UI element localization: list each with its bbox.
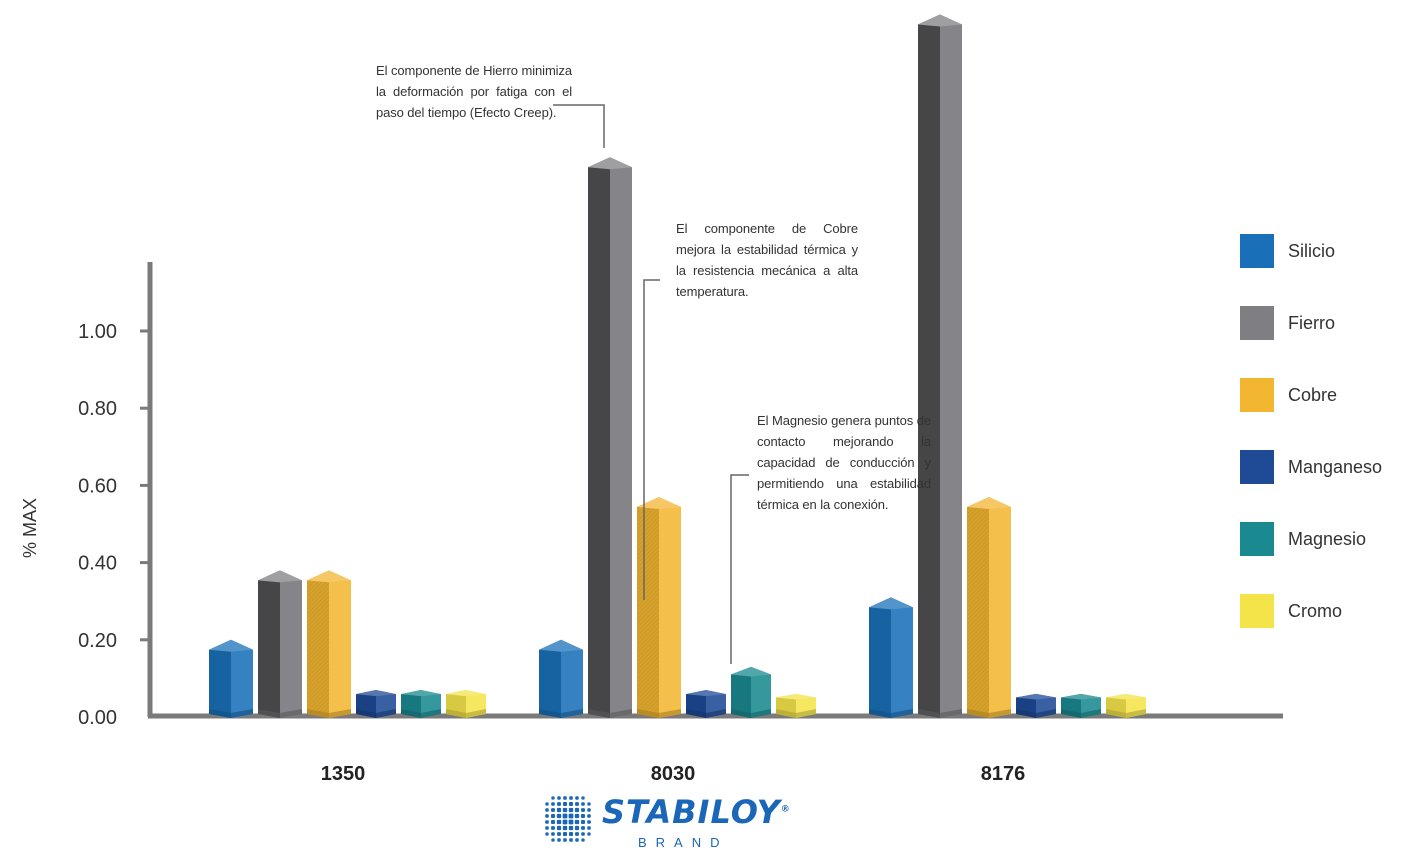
bar-manganeso-8030: [686, 689, 726, 718]
bar-cobre-8030: [637, 496, 681, 718]
y-tick-label: 0.00: [78, 707, 117, 729]
y-tick-label: 0.80: [78, 398, 117, 420]
bar-fierro-8030: [588, 157, 632, 719]
legend-label: Fierro: [1288, 313, 1335, 333]
legend-item-cromo: Cromo: [1240, 594, 1342, 628]
bar-manganeso-1350: [356, 689, 396, 718]
x-category-label: 8176: [981, 763, 1026, 785]
leader-cobre: [643, 279, 660, 600]
bar-manganeso-8176: [1016, 693, 1056, 718]
legend-label: Manganeso: [1288, 457, 1382, 477]
logo-sphere-icon: [545, 796, 591, 842]
legend-item-fierro: Fierro: [1240, 306, 1335, 340]
legend-label: Cobre: [1288, 385, 1337, 405]
legend-swatch: [1240, 522, 1274, 556]
bar-cobre-8176: [967, 496, 1011, 718]
legend-label: Magnesio: [1288, 529, 1366, 549]
legend-label: Cromo: [1288, 601, 1342, 621]
y-tick-label: 0.20: [78, 630, 117, 652]
legend-item-cobre: Cobre: [1240, 378, 1337, 412]
bar-silicio-8030: [539, 639, 583, 718]
bar-magnesio-8030: [731, 666, 771, 718]
bar-fierro-8176: [918, 14, 962, 719]
y-tick-label: 0.60: [78, 475, 117, 497]
legend-swatch: [1240, 594, 1274, 628]
bar-cromo-8176: [1106, 693, 1146, 718]
leader-magnesio: [730, 474, 749, 664]
legend-label: Silicio: [1288, 241, 1335, 261]
bar-fierro-1350: [258, 570, 302, 718]
bar-silicio-1350: [209, 639, 253, 718]
annotation-hierro: El componente de Hierro minimiza la defo…: [376, 63, 572, 120]
annotation-magnesio: El Magnesio genera puntos de contacto me…: [757, 413, 931, 512]
bar-cromo-8030: [776, 693, 816, 718]
bar-silicio-8176: [869, 597, 913, 718]
leader-hierro: [553, 104, 605, 148]
bar-cobre-1350: [307, 570, 351, 718]
x-category-label: 1350: [321, 763, 366, 785]
legend-item-magnesio: Magnesio: [1240, 522, 1366, 556]
stabiloy-logo: STABILOY® BRAND: [538, 783, 838, 859]
y-tick-label: 0.40: [78, 553, 117, 575]
legend-swatch: [1240, 234, 1274, 268]
legend-swatch: [1240, 306, 1274, 340]
bar-magnesio-8176: [1061, 693, 1101, 718]
legend-item-manganeso: Manganeso: [1240, 450, 1382, 484]
logo-name: STABILOY®: [602, 793, 791, 831]
annotation-cobre: El componente de Cobre mejora la estabil…: [676, 221, 858, 299]
x-category-label: 8030: [651, 763, 696, 785]
y-axis-title: % MAX: [20, 498, 40, 558]
bar-cromo-1350: [446, 689, 486, 718]
bar-magnesio-1350: [401, 689, 441, 718]
legend-swatch: [1240, 450, 1274, 484]
legend-item-silicio: Silicio: [1240, 234, 1335, 268]
legend-swatch: [1240, 378, 1274, 412]
logo-sub: BRAND: [638, 835, 729, 850]
y-tick-label: 1.00: [78, 321, 117, 343]
